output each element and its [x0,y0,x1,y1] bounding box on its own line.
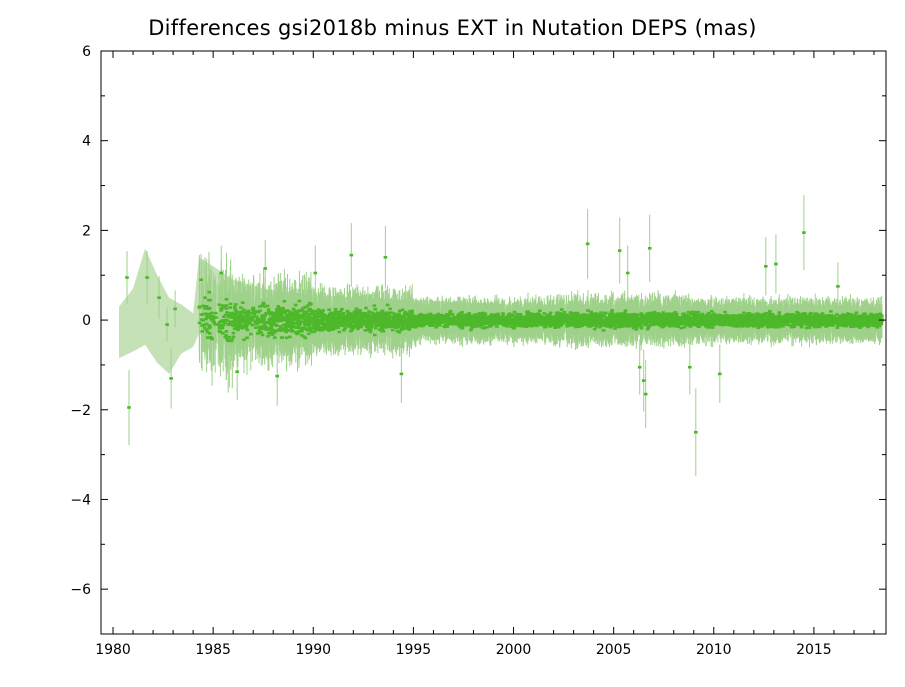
data-point [221,304,225,307]
data-point [204,305,209,308]
data-point [200,330,205,333]
data-point [224,304,229,307]
data-point [226,323,230,326]
data-point [224,318,228,322]
data-point [201,304,205,308]
data-point [226,339,230,343]
data-point [202,323,206,327]
data-point [210,337,214,341]
data-point [229,339,233,343]
data-point [212,321,216,324]
chart-title: Differences gsi2018b minus EXT in Nutati… [0,16,905,40]
data-point [205,336,210,339]
data-point [217,324,222,328]
data-point [227,335,232,339]
data-point [225,338,230,341]
data-point [228,312,232,315]
data-point [209,318,213,321]
data-point [217,326,221,330]
data-point [221,319,225,322]
data-point [225,311,229,314]
data-point [228,306,233,309]
data-point-layer [125,231,884,434]
data-point [213,323,217,326]
data-point [208,316,213,319]
data-point [224,298,229,301]
data-point [220,307,224,311]
data-point [204,312,208,315]
data-point [223,335,228,339]
data-point [211,315,216,318]
data-point [219,309,223,312]
data-point [223,321,227,325]
data-point [199,318,204,321]
data-point [199,313,204,316]
data-point [209,311,214,315]
data-point [222,315,226,318]
data-point [207,324,211,327]
data-point [227,313,231,317]
data-point [200,324,204,327]
data-point [218,330,223,334]
data-point [222,305,227,309]
data-point [205,314,209,318]
data-point [211,318,216,321]
data-point [230,338,235,341]
data-point [208,298,212,302]
data-point [208,332,212,335]
data-point [213,311,218,315]
data-point [207,326,212,330]
data-point [224,330,229,333]
data-point [221,332,225,335]
data-point [230,314,235,317]
data-point [224,307,229,310]
data-point [221,324,225,327]
data-point [203,296,207,299]
data-point [197,305,202,308]
data-point [197,321,202,325]
data-point [224,334,228,337]
data-point [216,323,220,326]
data-point [204,317,208,321]
data-point [204,328,209,331]
data-point [230,311,234,315]
data-point [204,322,209,326]
data-point [203,307,207,310]
data-point [230,316,234,319]
data-point [228,320,232,324]
data-point [228,323,233,327]
errorbar-layer [126,195,883,476]
data-point [207,290,211,294]
data-point [205,330,210,334]
data-point [207,312,212,316]
data-point [218,320,223,324]
data-point [228,302,233,306]
data-point [203,326,207,330]
data-point [227,315,231,319]
data-point [207,306,212,310]
data-point [209,336,213,339]
data-point [201,312,206,316]
data-point [242,308,246,312]
data-point [223,313,228,317]
data-point [217,303,221,307]
data-point [249,311,253,315]
data-point [214,316,218,319]
